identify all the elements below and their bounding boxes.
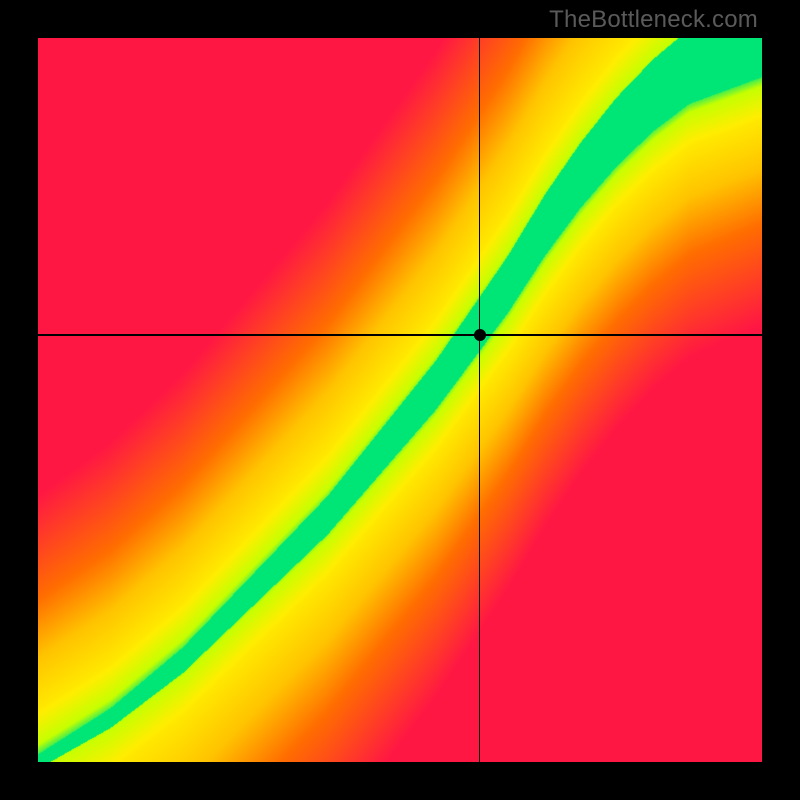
watermark-text: TheBottleneck.com [549,6,758,34]
crosshair-horizontal [38,334,762,336]
bottleneck-heatmap [38,38,762,762]
selection-marker [474,329,486,341]
crosshair-vertical [479,38,481,762]
chart-frame: TheBottleneck.com [0,0,800,800]
